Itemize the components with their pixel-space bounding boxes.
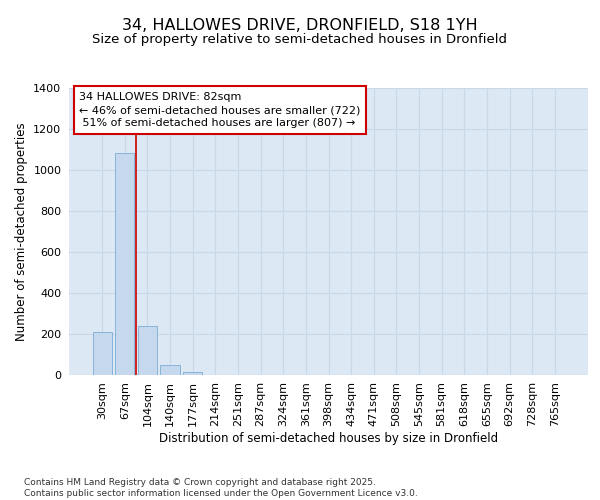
Y-axis label: Number of semi-detached properties: Number of semi-detached properties — [14, 122, 28, 340]
Bar — [160, 364, 180, 375]
Text: Size of property relative to semi-detached houses in Dronfield: Size of property relative to semi-detach… — [92, 32, 508, 46]
Text: 34, HALLOWES DRIVE, DRONFIELD, S18 1YH: 34, HALLOWES DRIVE, DRONFIELD, S18 1YH — [122, 18, 478, 32]
Bar — [138, 326, 157, 375]
X-axis label: Distribution of semi-detached houses by size in Dronfield: Distribution of semi-detached houses by … — [159, 432, 498, 445]
Bar — [92, 332, 112, 375]
Bar — [115, 153, 134, 375]
Text: 34 HALLOWES DRIVE: 82sqm
← 46% of semi-detached houses are smaller (722)
 51% of: 34 HALLOWES DRIVE: 82sqm ← 46% of semi-d… — [79, 92, 361, 128]
Text: Contains HM Land Registry data © Crown copyright and database right 2025.
Contai: Contains HM Land Registry data © Crown c… — [24, 478, 418, 498]
Bar — [183, 372, 202, 375]
